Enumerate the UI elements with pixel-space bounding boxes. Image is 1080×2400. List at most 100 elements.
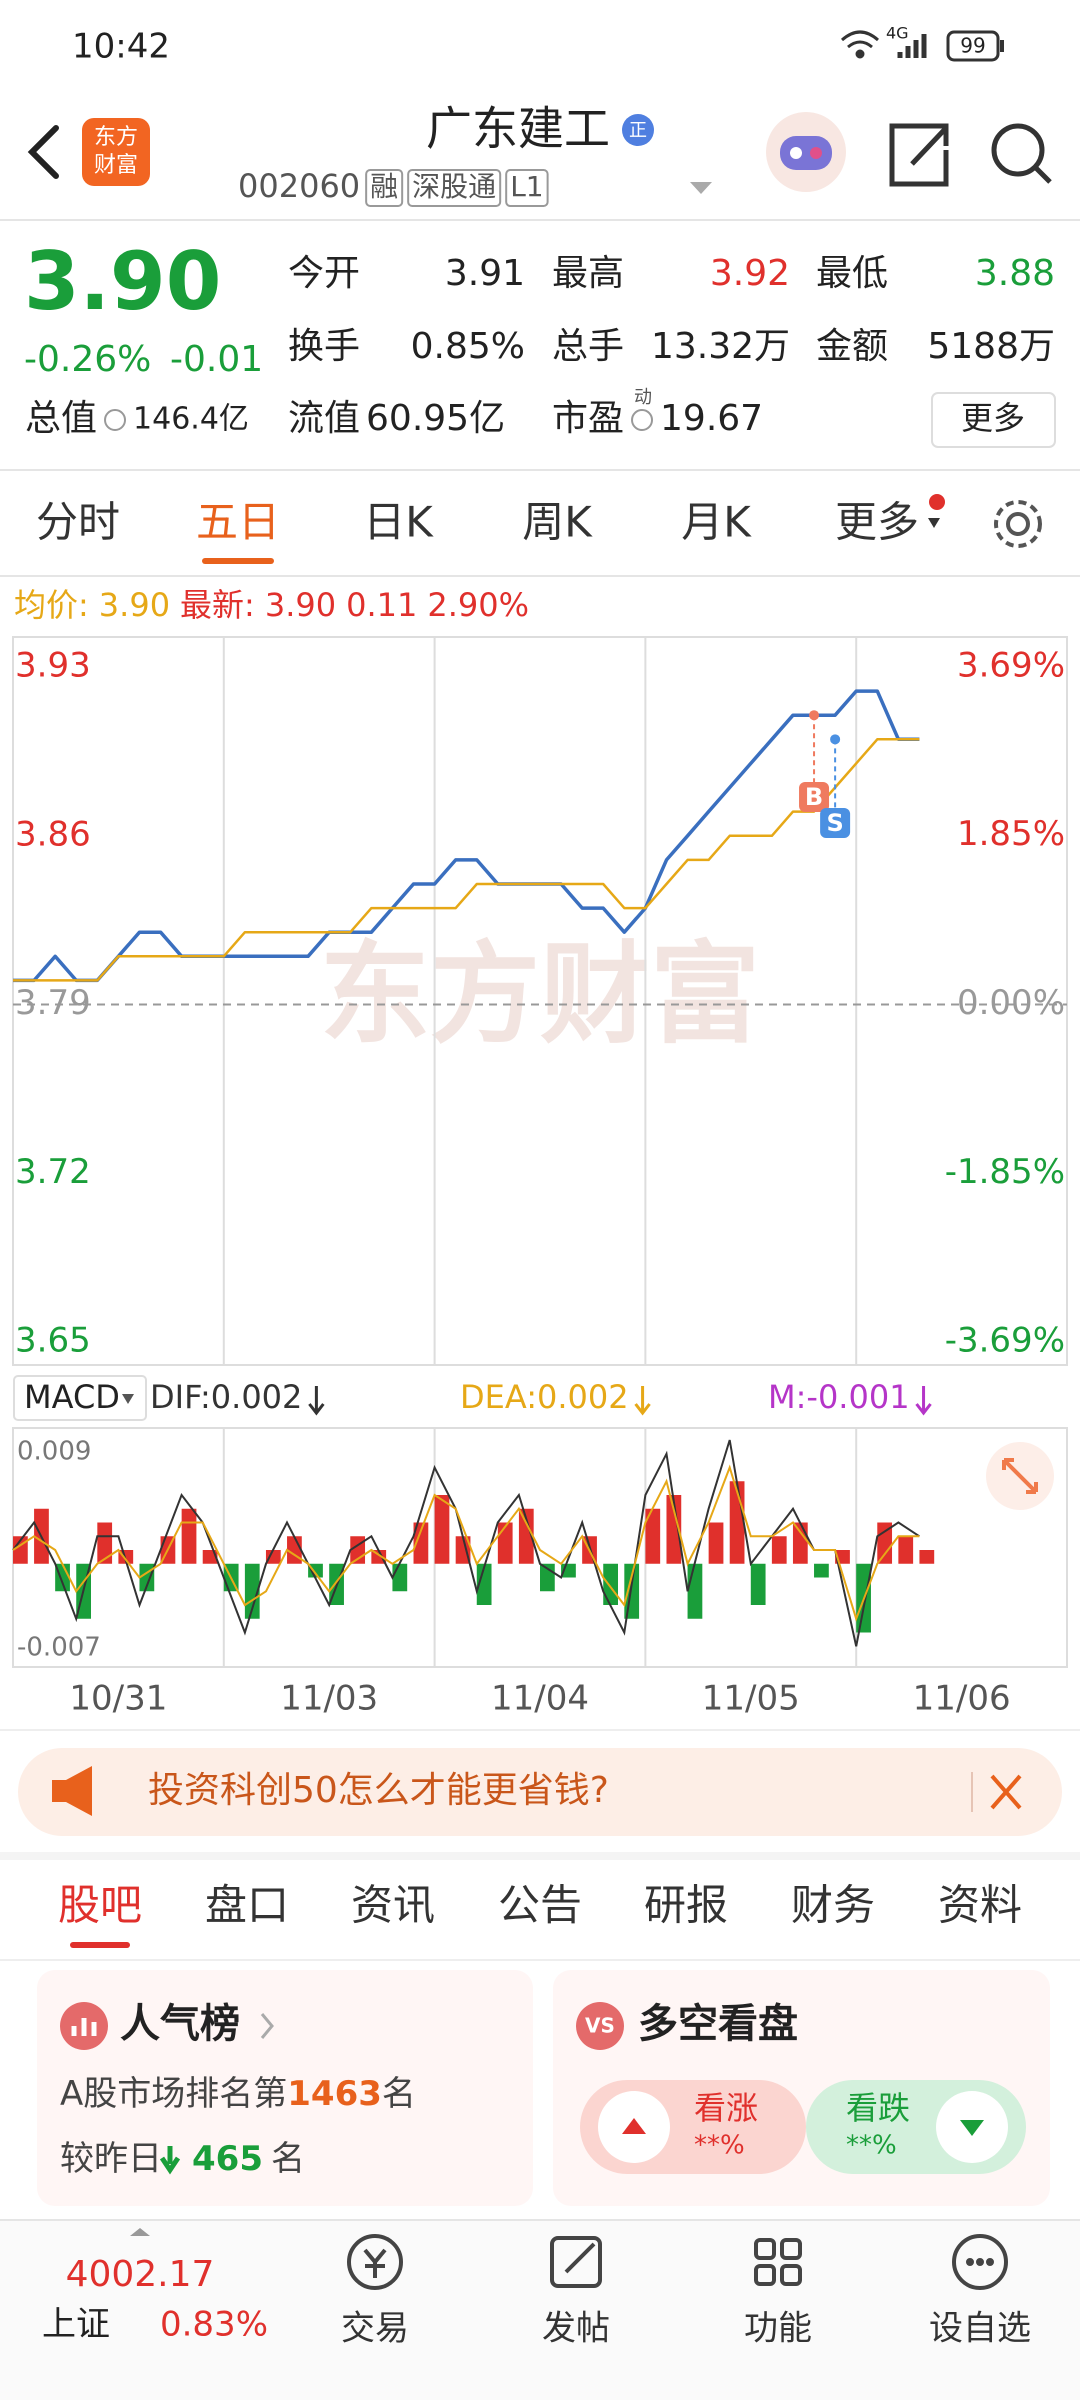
more-button[interactable] <box>931 392 1056 448</box>
close-button[interactable] <box>990 1774 1022 1810</box>
community-tabs: 股吧 盘口 资讯 公告 研报 财务 资料 <box>58 1881 1022 1948</box>
tab[interactable]: 日K <box>363 498 434 547</box>
vote-title: 多空看盘 <box>638 2001 798 2047</box>
info-icon <box>104 409 127 431</box>
index-name[interactable]: 上证 <box>42 2305 110 2345</box>
y2-tick-label: 0.00% <box>957 983 1065 1023</box>
legend-text: M:-0.001 <box>768 1378 910 1416</box>
stock-code: 002060 <box>238 167 360 205</box>
settings-icon[interactable] <box>994 500 1042 548</box>
indicator-name[interactable]: MACD <box>24 1378 120 1416</box>
macd-bar <box>97 1522 113 1564</box>
rank-change: 465 <box>192 2139 263 2179</box>
tab[interactable]: 盘口 <box>205 1881 289 1930</box>
nav-label[interactable]: 交易 <box>341 2309 409 2349</box>
macd-chart: MACD DIF:0.002 DEA:0.002 M:-0.001 10/31 11/03… <box>12 1375 1068 1719</box>
series-line <box>13 689 920 983</box>
macd-bar <box>244 1563 260 1619</box>
chart-frame <box>12 636 1068 1366</box>
field-value: 3.92 <box>710 253 790 294</box>
stock-tag-box <box>407 169 502 207</box>
status-time: 10:42 <box>72 27 170 67</box>
rank-number: 1463 <box>287 2074 382 2114</box>
price: 3.90 <box>24 235 221 328</box>
rank-change-line: 较昨日 465 名 <box>60 2139 305 2179</box>
tab-indicator <box>202 558 274 564</box>
tab[interactable]: 财务 <box>791 1881 875 1930</box>
share-icon[interactable] <box>889 123 949 187</box>
macd-bar <box>181 1508 197 1564</box>
rank-text: A股市场排名第 <box>60 2074 287 2114</box>
legend-text: DEA:0.002 <box>460 1378 629 1416</box>
logo-text: 东方 <box>94 125 138 150</box>
index-change[interactable]: 0.83% <box>160 2305 268 2345</box>
expand-caret[interactable] <box>130 2228 150 2236</box>
macd-bar <box>708 1522 724 1564</box>
tab[interactable]: 分时 <box>36 498 120 547</box>
expand-icon[interactable] <box>986 1442 1054 1510</box>
down-arrow <box>159 2146 181 2175</box>
vote-up-pct: **% <box>694 2131 745 2161</box>
field-value: 3.91 <box>445 253 525 294</box>
tab[interactable]: 月K <box>681 498 752 547</box>
macd-bar <box>265 1550 281 1564</box>
badge: 正 <box>629 120 647 141</box>
logo[interactable] <box>82 118 150 186</box>
up-icon <box>622 2118 646 2134</box>
tab[interactable]: 研报 <box>644 1881 728 1930</box>
macd-bar <box>455 1536 471 1564</box>
tab[interactable]: 周K <box>522 498 593 547</box>
more-button-label[interactable]: 更多 <box>961 399 1025 437</box>
field-label: 总手 <box>552 326 624 367</box>
y-tick-label: 0.009 <box>17 1437 91 1467</box>
section-gap <box>0 1852 1080 1860</box>
trade-point <box>830 734 841 745</box>
trade-marker <box>820 808 851 838</box>
nav-label[interactable]: 功能 <box>744 2309 812 2349</box>
field-value: 5188万 <box>927 326 1055 367</box>
vs-icon <box>576 2002 624 2050</box>
info-line: 均价: 3.90 最新: 3.90 0.11 2.90% <box>14 586 529 624</box>
indicator-caret <box>122 1394 134 1404</box>
macd-bar <box>898 1536 914 1564</box>
tab[interactable]: 资讯 <box>351 1881 435 1930</box>
field-value: 3.88 <box>975 253 1055 294</box>
macd-bar <box>750 1563 766 1605</box>
y-tick-label: 3.79 <box>15 983 91 1023</box>
tab[interactable]: 五日 <box>196 498 280 547</box>
nav-label[interactable]: 发帖 <box>542 2309 610 2349</box>
tab[interactable]: 股吧 <box>58 1881 142 1930</box>
rank-card[interactable] <box>37 1970 533 2206</box>
field-value: 0.85% <box>411 326 525 367</box>
tab[interactable]: 公告 <box>498 1881 582 1930</box>
search-icon[interactable] <box>991 123 1052 184</box>
field-label: 流值 <box>288 398 360 439</box>
nav-label[interactable]: 设自选 <box>929 2309 1031 2349</box>
nav-icons <box>347 2234 1008 2290</box>
tab[interactable]: 资料 <box>938 1881 1022 1930</box>
banner-text[interactable]: 投资科创50怎么才能更省钱? <box>148 1770 609 1811</box>
banner[interactable] <box>18 1748 1062 1836</box>
x-tick-label: 11/06 <box>913 1679 1011 1719</box>
y-tick-label: 3.72 <box>15 1152 91 1192</box>
back-button[interactable] <box>27 125 59 179</box>
info-text: 最新: <box>180 586 255 624</box>
index-value[interactable]: 4002.17 <box>66 2254 215 2295</box>
vote-down-label: 看跌 <box>846 2089 910 2127</box>
field-value: 19.67 <box>660 398 763 439</box>
x-tick-label: 11/04 <box>491 1679 589 1719</box>
tab[interactable]: 更多 <box>835 498 919 547</box>
legend-text: DIF:0.002 <box>150 1378 302 1416</box>
trade-marker-label: B <box>805 783 823 811</box>
stock-tag: L1 <box>510 170 543 203</box>
robot-icon[interactable] <box>766 112 846 192</box>
price-chart: 3.93 3.86 3.79 3.72 3.65 3.69% 1.85% 0.00% -1.85… <box>12 636 1068 1366</box>
info-text: 3.90 <box>265 586 336 624</box>
info-text: 3.90 <box>99 586 170 624</box>
field-label: 最低 <box>816 253 888 294</box>
field-label: 市盈 <box>552 398 624 439</box>
indicator-select[interactable] <box>13 1375 147 1421</box>
trade-marker-label: S <box>826 809 843 837</box>
dropdown-icon[interactable] <box>690 182 712 194</box>
